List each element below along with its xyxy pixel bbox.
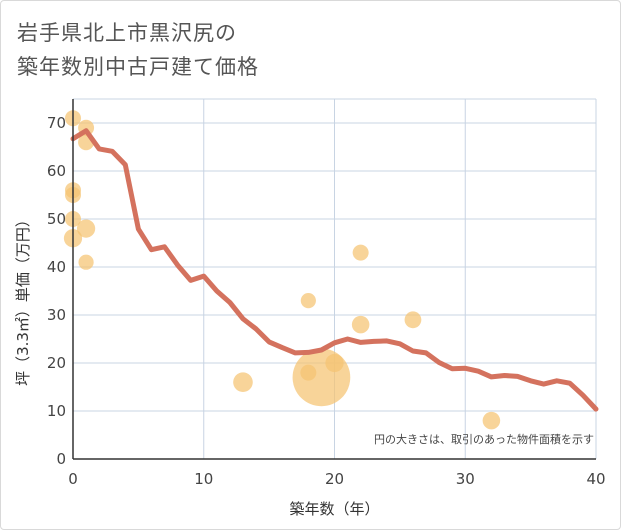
axes [72, 99, 596, 460]
bubble-point [76, 219, 96, 238]
tick-labels: 0 10 20 30 40 0 10 20 30 40 50 60 70 [47, 114, 606, 488]
price-trend-line [70, 128, 599, 412]
line-layer [70, 128, 599, 412]
y-tick-label: 50 [47, 210, 66, 228]
y-tick-label: 0 [56, 450, 66, 468]
chart-title: 岩手県北上市黒沢尻の 築年数別中古戸建て価格 [17, 16, 259, 84]
bubble-point [351, 315, 370, 334]
chart-title-line-2: 築年数別中古戸建て価格 [17, 55, 259, 79]
bubble-point [78, 254, 94, 270]
grid-lines [73, 98, 597, 459]
bubble-point [233, 372, 253, 392]
x-tick-label: 10 [194, 470, 213, 488]
x-tick-label: 30 [456, 470, 475, 488]
y-tick-label: 60 [47, 162, 66, 180]
y-tick-label: 10 [47, 402, 66, 420]
bubble-point [404, 311, 422, 329]
bubble-point [482, 411, 501, 430]
y-tick-label: 70 [47, 114, 66, 132]
bubble-point [292, 348, 351, 407]
x-axis-label: 築年数（年） [289, 500, 379, 518]
chart-title-line-1: 岩手県北上市黒沢尻の [17, 21, 237, 45]
x-tick-label: 0 [68, 470, 78, 488]
x-tick-label: 40 [586, 470, 605, 488]
bubble-point [300, 293, 316, 309]
y-tick-label: 20 [47, 354, 66, 372]
bubble-size-note: 円の大きさは、取引のあった物件面積を示す [374, 432, 594, 446]
bubble-point [352, 244, 369, 261]
bubble-layer [63, 110, 501, 430]
bubble-point [325, 353, 344, 373]
y-axis-label: 坪（3.3㎡）単価（万円） [14, 212, 32, 386]
x-tick-label: 20 [325, 470, 344, 488]
y-tick-label: 40 [47, 258, 66, 276]
y-tick-label: 30 [47, 306, 66, 324]
